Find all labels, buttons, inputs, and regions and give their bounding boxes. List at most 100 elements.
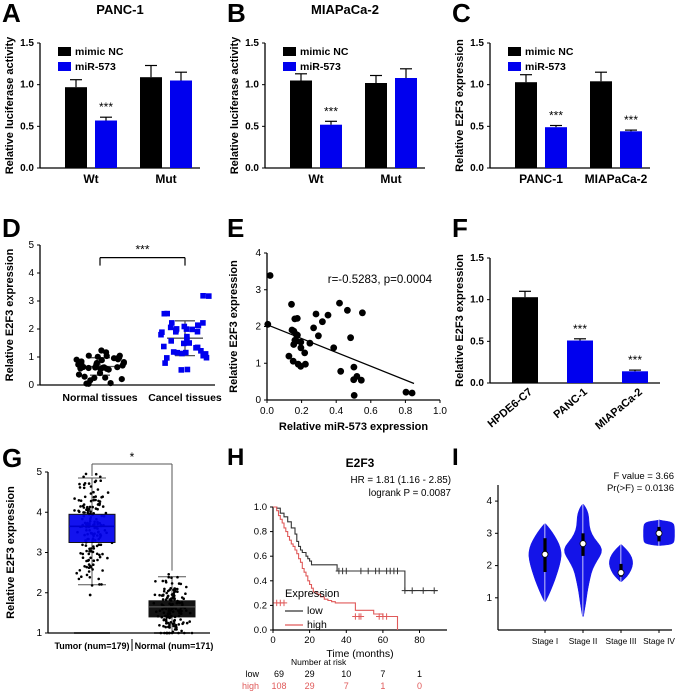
- svg-text:Relative E2F3 expression: Relative E2F3 expression: [5, 486, 17, 619]
- svg-text:Tumor (num=179): Tumor (num=179): [54, 641, 129, 651]
- svg-text:***: ***: [135, 243, 149, 257]
- svg-text:0.4: 0.4: [254, 576, 267, 587]
- svg-text:low: low: [307, 605, 323, 617]
- svg-text:0.6: 0.6: [364, 406, 378, 417]
- svg-text:1: 1: [28, 352, 34, 363]
- svg-text:Number at risk: Number at risk: [291, 657, 347, 667]
- svg-text:miR-573: miR-573: [75, 61, 116, 73]
- svg-text:0.2: 0.2: [295, 406, 309, 417]
- svg-text:7: 7: [380, 669, 385, 679]
- svg-text:***: ***: [99, 100, 113, 114]
- svg-text:4: 4: [255, 248, 261, 259]
- svg-text:0: 0: [270, 635, 275, 646]
- svg-text:0.4: 0.4: [329, 406, 343, 417]
- svg-text:69: 69: [274, 669, 284, 679]
- svg-text:0.6: 0.6: [254, 551, 267, 562]
- svg-text:Normal tissues: Normal tissues: [62, 392, 137, 404]
- svg-text:0.5: 0.5: [470, 121, 484, 132]
- svg-text:Relative E2F3 expression: Relative E2F3 expression: [228, 260, 240, 393]
- svg-text:108: 108: [271, 681, 286, 691]
- svg-text:E2F3: E2F3: [346, 456, 375, 470]
- svg-text:Stage IV: Stage IV: [643, 636, 675, 646]
- svg-text:Relative E2F3 expression: Relative E2F3 expression: [4, 248, 16, 381]
- svg-text:HPDE6-C7: HPDE6-C7: [486, 386, 535, 430]
- svg-text:1.0: 1.0: [433, 406, 447, 417]
- svg-text:MIAPaCa-2: MIAPaCa-2: [311, 2, 379, 17]
- svg-text:Stage II: Stage II: [569, 636, 598, 646]
- svg-text:0.0: 0.0: [470, 163, 484, 174]
- svg-text:A: A: [2, 0, 21, 28]
- svg-text:0.0: 0.0: [20, 163, 34, 174]
- svg-text:Stage III: Stage III: [606, 636, 637, 646]
- svg-text:mimic NC: mimic NC: [300, 46, 349, 58]
- svg-text:0.0: 0.0: [470, 378, 484, 389]
- svg-text:MIAPaCa-2: MIAPaCa-2: [585, 172, 648, 186]
- svg-text:***: ***: [628, 353, 642, 367]
- svg-text:mimic NC: mimic NC: [525, 46, 574, 58]
- svg-text:***: ***: [624, 113, 638, 127]
- svg-text:0.5: 0.5: [20, 121, 34, 132]
- svg-text:0: 0: [417, 681, 422, 691]
- svg-text:1: 1: [417, 669, 422, 679]
- svg-text:C: C: [452, 0, 471, 28]
- svg-text:Relative E2F3 expression: Relative E2F3 expression: [454, 254, 466, 387]
- svg-text:logrank P = 0.0087: logrank P = 0.0087: [369, 488, 451, 499]
- svg-text:Wt: Wt: [308, 172, 323, 186]
- svg-text:***: ***: [549, 109, 563, 123]
- svg-text:miR-573: miR-573: [300, 61, 341, 73]
- svg-text:r=-0.5283, p=0.0004: r=-0.5283, p=0.0004: [328, 274, 433, 286]
- svg-text:*: *: [130, 450, 135, 464]
- svg-text:PANC-1: PANC-1: [96, 2, 143, 17]
- svg-text:low: low: [245, 669, 259, 679]
- svg-text:60: 60: [378, 635, 389, 646]
- svg-text:2: 2: [255, 322, 261, 333]
- svg-text:B: B: [227, 0, 246, 28]
- svg-text:3: 3: [28, 296, 34, 307]
- svg-text:7: 7: [344, 681, 349, 691]
- svg-text:1.5: 1.5: [245, 38, 259, 49]
- svg-text:1: 1: [36, 628, 42, 639]
- svg-text:10: 10: [341, 669, 351, 679]
- svg-text:Mut: Mut: [155, 172, 176, 186]
- svg-text:1.0: 1.0: [20, 80, 34, 91]
- svg-text:3: 3: [486, 528, 492, 539]
- svg-text:Relative miR-573 expression: Relative miR-573 expression: [279, 421, 428, 433]
- svg-text:E: E: [227, 213, 244, 243]
- svg-text:29: 29: [305, 681, 315, 691]
- svg-text:Normal (num=171): Normal (num=171): [135, 641, 214, 651]
- svg-text:F value = 3.66: F value = 3.66: [614, 471, 674, 482]
- svg-text:2: 2: [486, 561, 492, 572]
- svg-text:MIAPaCa-2: MIAPaCa-2: [593, 386, 645, 432]
- svg-text:5: 5: [28, 240, 34, 251]
- svg-text:***: ***: [573, 322, 587, 336]
- svg-text:Expression: Expression: [285, 588, 339, 600]
- svg-text:Relative luciferase activity: Relative luciferase activity: [229, 36, 241, 174]
- svg-text:mimic NC: mimic NC: [75, 46, 124, 58]
- svg-text:0.0: 0.0: [260, 406, 274, 417]
- svg-text:1.5: 1.5: [470, 38, 484, 49]
- svg-text:2: 2: [36, 588, 42, 599]
- svg-text:0.0: 0.0: [254, 625, 267, 636]
- svg-text:5: 5: [36, 467, 42, 478]
- svg-text:F: F: [452, 213, 468, 243]
- svg-text:1: 1: [486, 593, 492, 604]
- svg-text:miR-573: miR-573: [525, 61, 566, 73]
- svg-text:4: 4: [486, 496, 492, 507]
- svg-text:Relative luciferase activity: Relative luciferase activity: [4, 36, 16, 174]
- svg-text:high: high: [307, 619, 327, 631]
- svg-text:1.5: 1.5: [470, 253, 484, 264]
- svg-text:Wt: Wt: [83, 172, 98, 186]
- svg-text:1: 1: [255, 358, 261, 369]
- svg-text:Pr(>F) = 0.0136: Pr(>F) = 0.0136: [607, 483, 674, 494]
- svg-text:3: 3: [36, 548, 42, 559]
- svg-text:D: D: [2, 213, 21, 243]
- svg-text:2: 2: [28, 324, 34, 335]
- svg-text:1.0: 1.0: [470, 80, 484, 91]
- svg-text:1: 1: [380, 681, 385, 691]
- svg-text:80: 80: [414, 635, 425, 646]
- svg-text:HR = 1.81 (1.16 - 2.85): HR = 1.81 (1.16 - 2.85): [351, 475, 451, 486]
- svg-text:G: G: [2, 445, 22, 473]
- svg-text:1.0: 1.0: [245, 80, 259, 91]
- svg-text:4: 4: [36, 507, 42, 518]
- svg-text:high: high: [242, 681, 259, 691]
